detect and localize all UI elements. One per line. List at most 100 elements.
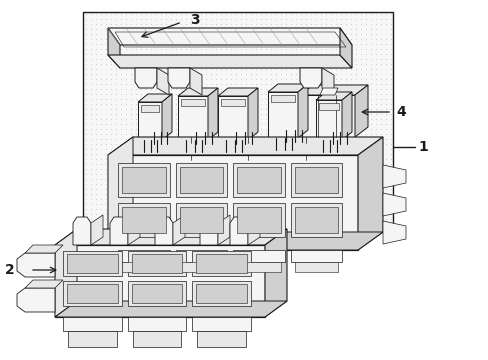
Polygon shape bbox=[354, 85, 367, 137]
Bar bbox=[122, 207, 165, 233]
Bar bbox=[179, 167, 223, 193]
Bar bbox=[179, 207, 223, 233]
Polygon shape bbox=[299, 85, 367, 95]
Polygon shape bbox=[138, 94, 172, 102]
Polygon shape bbox=[207, 88, 218, 140]
Polygon shape bbox=[229, 217, 247, 245]
Polygon shape bbox=[299, 95, 354, 137]
Text: 1: 1 bbox=[417, 140, 427, 154]
Bar bbox=[290, 163, 341, 197]
Polygon shape bbox=[17, 288, 55, 312]
Bar bbox=[118, 163, 169, 197]
Bar bbox=[196, 284, 246, 303]
Bar bbox=[294, 167, 337, 193]
Bar bbox=[68, 331, 117, 347]
Bar bbox=[67, 284, 118, 303]
Bar bbox=[179, 262, 223, 272]
Bar bbox=[118, 203, 169, 237]
Text: 3: 3 bbox=[190, 13, 199, 27]
Bar bbox=[196, 254, 246, 273]
Bar bbox=[232, 163, 284, 197]
Bar bbox=[131, 254, 182, 273]
Bar bbox=[232, 203, 284, 237]
Bar bbox=[67, 254, 118, 273]
Bar bbox=[237, 262, 280, 272]
Polygon shape bbox=[218, 215, 229, 245]
Bar bbox=[175, 163, 226, 197]
Polygon shape bbox=[382, 193, 405, 216]
Polygon shape bbox=[110, 217, 128, 245]
Polygon shape bbox=[319, 88, 337, 95]
Polygon shape bbox=[341, 92, 351, 140]
Polygon shape bbox=[264, 229, 286, 317]
Bar bbox=[192, 281, 250, 306]
Polygon shape bbox=[267, 84, 307, 92]
Polygon shape bbox=[382, 221, 405, 244]
Polygon shape bbox=[218, 88, 258, 96]
Bar bbox=[237, 167, 280, 193]
Polygon shape bbox=[25, 280, 63, 288]
Polygon shape bbox=[91, 215, 103, 245]
Polygon shape bbox=[108, 137, 133, 250]
Polygon shape bbox=[17, 253, 55, 277]
Polygon shape bbox=[221, 99, 244, 106]
Bar bbox=[294, 262, 337, 272]
Polygon shape bbox=[247, 215, 260, 245]
Polygon shape bbox=[270, 95, 294, 102]
Polygon shape bbox=[157, 68, 169, 95]
Polygon shape bbox=[108, 28, 351, 45]
Bar bbox=[290, 203, 341, 237]
Polygon shape bbox=[168, 68, 190, 88]
Polygon shape bbox=[190, 68, 202, 95]
Polygon shape bbox=[339, 28, 351, 68]
Polygon shape bbox=[55, 229, 286, 245]
Polygon shape bbox=[357, 137, 382, 250]
Polygon shape bbox=[267, 92, 297, 138]
Polygon shape bbox=[299, 68, 321, 88]
Bar bbox=[63, 317, 122, 331]
Bar bbox=[122, 167, 165, 193]
Polygon shape bbox=[181, 99, 204, 106]
Polygon shape bbox=[200, 217, 218, 245]
Polygon shape bbox=[108, 137, 382, 155]
Bar bbox=[232, 250, 284, 262]
Bar bbox=[197, 331, 245, 347]
Polygon shape bbox=[108, 155, 357, 250]
Polygon shape bbox=[128, 215, 140, 245]
Polygon shape bbox=[108, 28, 120, 68]
Polygon shape bbox=[173, 215, 184, 245]
Polygon shape bbox=[315, 92, 351, 100]
Polygon shape bbox=[382, 165, 405, 188]
Polygon shape bbox=[108, 55, 351, 68]
Polygon shape bbox=[55, 229, 77, 317]
Text: 4: 4 bbox=[395, 105, 405, 119]
Bar bbox=[83, 12, 392, 230]
Polygon shape bbox=[315, 100, 341, 140]
Polygon shape bbox=[73, 217, 91, 245]
Polygon shape bbox=[55, 245, 264, 317]
Polygon shape bbox=[297, 84, 307, 138]
Polygon shape bbox=[318, 103, 338, 110]
Polygon shape bbox=[178, 96, 207, 140]
Bar bbox=[63, 251, 122, 276]
Bar bbox=[122, 262, 165, 272]
Polygon shape bbox=[162, 94, 172, 140]
Bar bbox=[132, 331, 181, 347]
Bar bbox=[290, 250, 341, 262]
Polygon shape bbox=[178, 88, 218, 96]
Bar bbox=[175, 250, 226, 262]
Bar bbox=[192, 317, 250, 331]
Polygon shape bbox=[138, 102, 162, 140]
Polygon shape bbox=[218, 96, 247, 140]
Polygon shape bbox=[108, 232, 382, 250]
Bar bbox=[175, 203, 226, 237]
Bar bbox=[63, 281, 122, 306]
Polygon shape bbox=[141, 105, 159, 112]
Bar bbox=[131, 284, 182, 303]
Polygon shape bbox=[155, 217, 173, 245]
Bar bbox=[127, 251, 186, 276]
Bar bbox=[127, 317, 186, 331]
Bar bbox=[118, 250, 169, 262]
Bar bbox=[192, 251, 250, 276]
Polygon shape bbox=[25, 245, 63, 253]
